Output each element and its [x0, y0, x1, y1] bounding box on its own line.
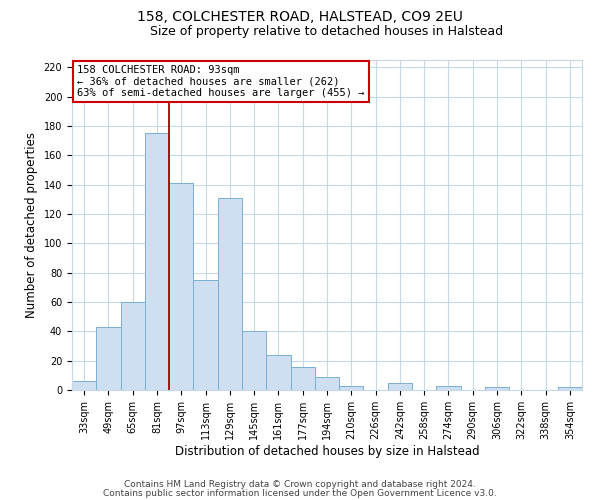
- Bar: [169, 183, 193, 390]
- Text: Contains public sector information licensed under the Open Government Licence v3: Contains public sector information licen…: [103, 490, 497, 498]
- Bar: [145, 134, 169, 390]
- Bar: [339, 386, 364, 390]
- Bar: [242, 332, 266, 390]
- Bar: [72, 381, 96, 390]
- Text: 158 COLCHESTER ROAD: 93sqm
← 36% of detached houses are smaller (262)
63% of sem: 158 COLCHESTER ROAD: 93sqm ← 36% of deta…: [77, 65, 365, 98]
- Bar: [96, 327, 121, 390]
- Bar: [193, 280, 218, 390]
- Bar: [218, 198, 242, 390]
- X-axis label: Distribution of detached houses by size in Halstead: Distribution of detached houses by size …: [175, 444, 479, 458]
- Bar: [558, 387, 582, 390]
- Bar: [485, 387, 509, 390]
- Bar: [290, 366, 315, 390]
- Bar: [315, 377, 339, 390]
- Text: 158, COLCHESTER ROAD, HALSTEAD, CO9 2EU: 158, COLCHESTER ROAD, HALSTEAD, CO9 2EU: [137, 10, 463, 24]
- Bar: [121, 302, 145, 390]
- Bar: [436, 386, 461, 390]
- Title: Size of property relative to detached houses in Halstead: Size of property relative to detached ho…: [151, 25, 503, 38]
- Text: Contains HM Land Registry data © Crown copyright and database right 2024.: Contains HM Land Registry data © Crown c…: [124, 480, 476, 489]
- Bar: [388, 382, 412, 390]
- Bar: [266, 355, 290, 390]
- Y-axis label: Number of detached properties: Number of detached properties: [25, 132, 38, 318]
